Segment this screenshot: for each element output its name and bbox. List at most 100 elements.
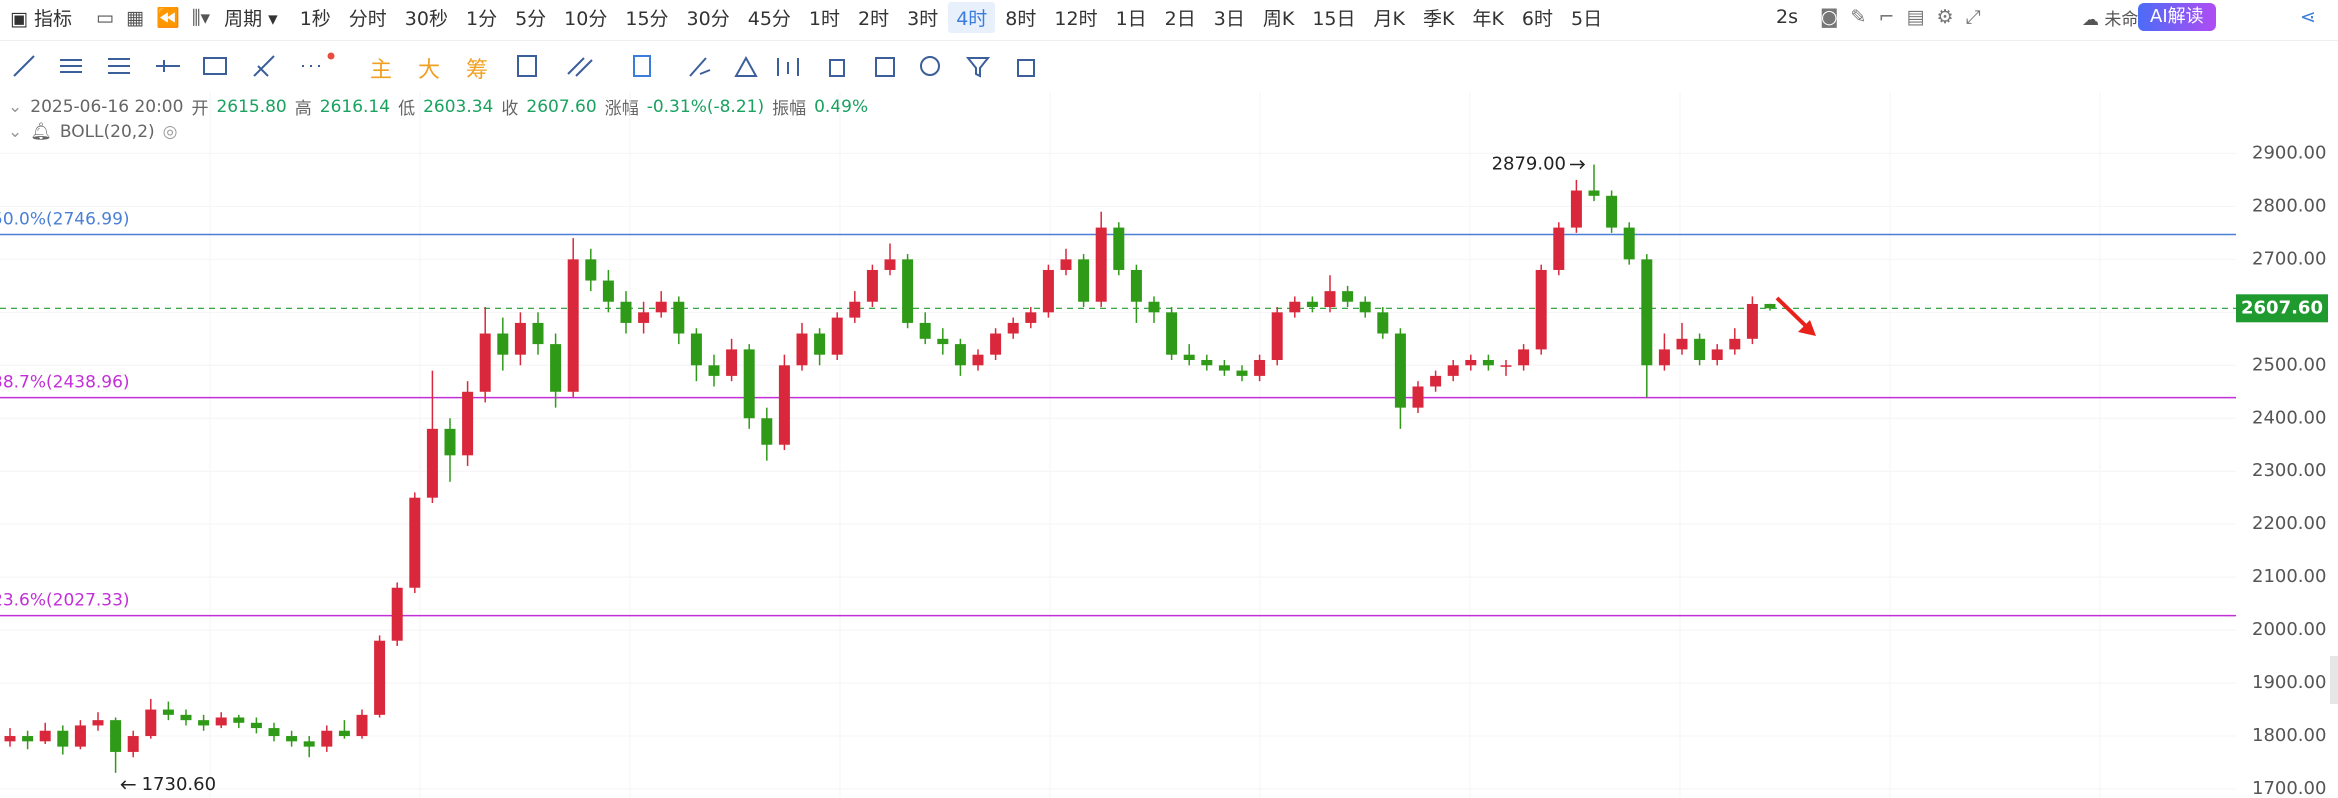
candle-body — [303, 741, 315, 747]
candle-body — [1359, 301, 1371, 313]
timeframe[interactable]: 1时 — [808, 7, 841, 30]
candle-body — [198, 720, 210, 726]
timeframe[interactable]: 4时 — [948, 1, 996, 33]
timeframe[interactable]: 2日 — [1164, 7, 1196, 30]
candle-body — [1553, 227, 1565, 270]
timeframe[interactable]: 6时 — [1521, 7, 1554, 30]
candle-body — [233, 717, 245, 723]
tool-hline[interactable] — [156, 60, 180, 72]
timeframe[interactable]: 季K — [1422, 7, 1455, 30]
indicator-button[interactable]: ▣ 指标 — [10, 7, 73, 30]
timeframe[interactable]: 5日 — [1571, 7, 1603, 30]
timeframe[interactable]: 3日 — [1213, 7, 1245, 30]
last-price-box — [2236, 294, 2328, 323]
tool-fib[interactable] — [253, 55, 275, 77]
tool-rect[interactable] — [203, 57, 227, 75]
candle-body — [462, 391, 474, 456]
indicator-label: 指标 — [34, 7, 73, 30]
tool-filter[interactable] — [965, 57, 991, 78]
annotation-arrow — [1570, 160, 1586, 170]
timeframe[interactable]: 1秒 — [299, 7, 331, 30]
timeframe[interactable]: 30分 — [686, 7, 730, 30]
tool-d[interactable] — [689, 57, 711, 77]
icons[interactable]: ▭ ▦ ⏪ ⫼▾ — [96, 6, 211, 29]
timeframe[interactable]: 5分 — [515, 7, 547, 30]
timeframe[interactable]: 15分 — [625, 7, 669, 30]
collapse-icon[interactable]: ⌄ — [8, 96, 23, 117]
candle-body — [1641, 259, 1653, 366]
timeframe[interactable]: 12时 — [1054, 7, 1098, 30]
refresh-label[interactable]: 2s — [1776, 6, 1798, 28]
candle-body — [4, 736, 16, 742]
collapse-icon[interactable]: ⌄ — [8, 122, 23, 142]
candle-body — [620, 301, 632, 323]
info-value: 2615.80 — [216, 96, 287, 117]
tool-line[interactable] — [13, 55, 35, 77]
tool-e[interactable] — [734, 55, 758, 77]
tool-icons[interactable]: ◙ ✎ ⌐ ▤ ⚙ ⤢ — [1820, 6, 1981, 28]
tool-b[interactable] — [567, 57, 593, 77]
timeframe[interactable]: 15日 — [1312, 7, 1356, 30]
info-value: 2603.34 — [423, 96, 494, 117]
candle-body — [145, 709, 157, 737]
annotation-label: 2879.00 — [1492, 154, 1566, 175]
candle-body — [1166, 312, 1178, 355]
candle-body — [1078, 259, 1090, 302]
timeframe[interactable]: 年K — [1472, 7, 1504, 30]
y-tick-label: 2300.00 — [2252, 460, 2326, 481]
timeframe[interactable]: 45分 — [747, 7, 791, 30]
tool-lines[interactable] — [108, 58, 130, 74]
candle-body — [990, 333, 1002, 355]
y-tick-label: 1800.00 — [2252, 725, 2326, 746]
timeframe[interactable]: 8时 — [1005, 7, 1037, 30]
period-button[interactable]: 周期 ▾ — [224, 7, 278, 30]
candle-body — [268, 728, 280, 737]
eye-icon[interactable]: ◎ — [162, 122, 178, 142]
fib-label: 38.7%(2438.96) — [0, 373, 130, 393]
timeframe[interactable]: 月K — [1373, 7, 1405, 30]
tool-big[interactable]: 大 — [418, 58, 441, 83]
candle-body — [180, 714, 192, 721]
fib-label: 50.0%(2746.99) — [0, 209, 130, 229]
y-tick-label: 2500.00 — [2252, 354, 2326, 375]
candle-body — [1254, 359, 1266, 376]
share-icon[interactable]: ⋖ — [2300, 6, 2316, 28]
candle-body — [1447, 365, 1459, 376]
candle-body — [902, 259, 914, 323]
timeframe[interactable]: 周K — [1262, 7, 1295, 30]
tool-i[interactable] — [920, 56, 940, 76]
tool-a[interactable] — [517, 55, 537, 77]
ai-button[interactable]: AI解读 — [2138, 3, 2216, 31]
timeframe[interactable]: 2时 — [858, 7, 890, 30]
info-value: 2607.60 — [526, 96, 597, 117]
alert-icon[interactable]: 🔔︎ — [30, 122, 52, 142]
candle-body — [796, 333, 808, 366]
candle-body — [1518, 349, 1530, 366]
tool-h[interactable] — [875, 57, 895, 77]
timeframe[interactable]: 10分 — [564, 7, 608, 30]
candle-body — [849, 301, 861, 318]
info-label: 开 — [191, 99, 209, 119]
tool-c[interactable] — [633, 55, 651, 77]
annotation-arrow — [120, 780, 136, 790]
tool-parallel[interactable] — [60, 59, 82, 73]
info-label: 低 — [398, 99, 416, 119]
candle-body — [1465, 359, 1477, 366]
candle-body — [638, 312, 650, 323]
timeframe[interactable]: 分时 — [348, 7, 387, 30]
y-tick-label: 2200.00 — [2252, 513, 2326, 534]
candle-body — [602, 280, 614, 302]
timeframe[interactable]: 3时 — [907, 7, 939, 30]
timeframe[interactable]: 1分 — [465, 7, 498, 30]
tool-chips[interactable]: 筹 — [466, 58, 489, 83]
info-value: 0.49% — [814, 96, 869, 117]
candle-body — [1183, 354, 1195, 360]
tool-f[interactable] — [777, 58, 799, 76]
tool-main[interactable]: 主 — [370, 58, 393, 83]
annotation-label: 1730.60 — [142, 774, 216, 795]
timeframe[interactable]: 1日 — [1115, 7, 1147, 30]
tool-trash[interactable] — [1017, 59, 1035, 77]
y-tick-label: 2000.00 — [2252, 619, 2326, 640]
tool-g[interactable] — [829, 59, 845, 77]
timeframe[interactable]: 30秒 — [404, 7, 448, 30]
